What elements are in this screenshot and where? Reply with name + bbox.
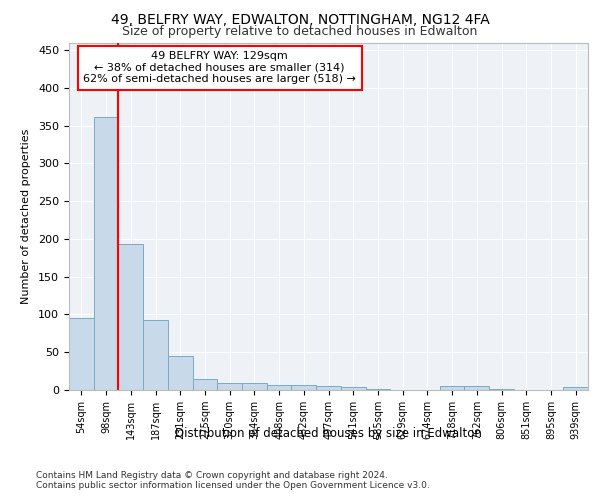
Bar xyxy=(69,318,94,390)
Text: Contains public sector information licensed under the Open Government Licence v3: Contains public sector information licen… xyxy=(36,481,430,490)
Bar xyxy=(292,386,316,390)
Bar xyxy=(94,116,118,390)
Bar xyxy=(440,386,464,390)
Bar xyxy=(464,386,489,390)
Bar xyxy=(242,383,267,390)
Bar xyxy=(143,320,168,390)
Bar xyxy=(193,378,217,390)
Bar xyxy=(118,244,143,390)
Bar xyxy=(168,356,193,390)
Text: Distribution of detached houses by size in Edwalton: Distribution of detached houses by size … xyxy=(175,428,482,440)
Text: 49 BELFRY WAY: 129sqm
← 38% of detached houses are smaller (314)
62% of semi-det: 49 BELFRY WAY: 129sqm ← 38% of detached … xyxy=(83,51,356,84)
Bar xyxy=(316,386,341,390)
Text: Size of property relative to detached houses in Edwalton: Size of property relative to detached ho… xyxy=(122,25,478,38)
Bar xyxy=(217,383,242,390)
Bar xyxy=(489,389,514,390)
Bar xyxy=(365,389,390,390)
Text: Contains HM Land Registry data © Crown copyright and database right 2024.: Contains HM Land Registry data © Crown c… xyxy=(36,471,388,480)
Text: 49, BELFRY WAY, EDWALTON, NOTTINGHAM, NG12 4FA: 49, BELFRY WAY, EDWALTON, NOTTINGHAM, NG… xyxy=(110,12,490,26)
Bar xyxy=(563,387,588,390)
Bar xyxy=(267,384,292,390)
Bar xyxy=(341,387,365,390)
Y-axis label: Number of detached properties: Number of detached properties xyxy=(21,128,31,304)
